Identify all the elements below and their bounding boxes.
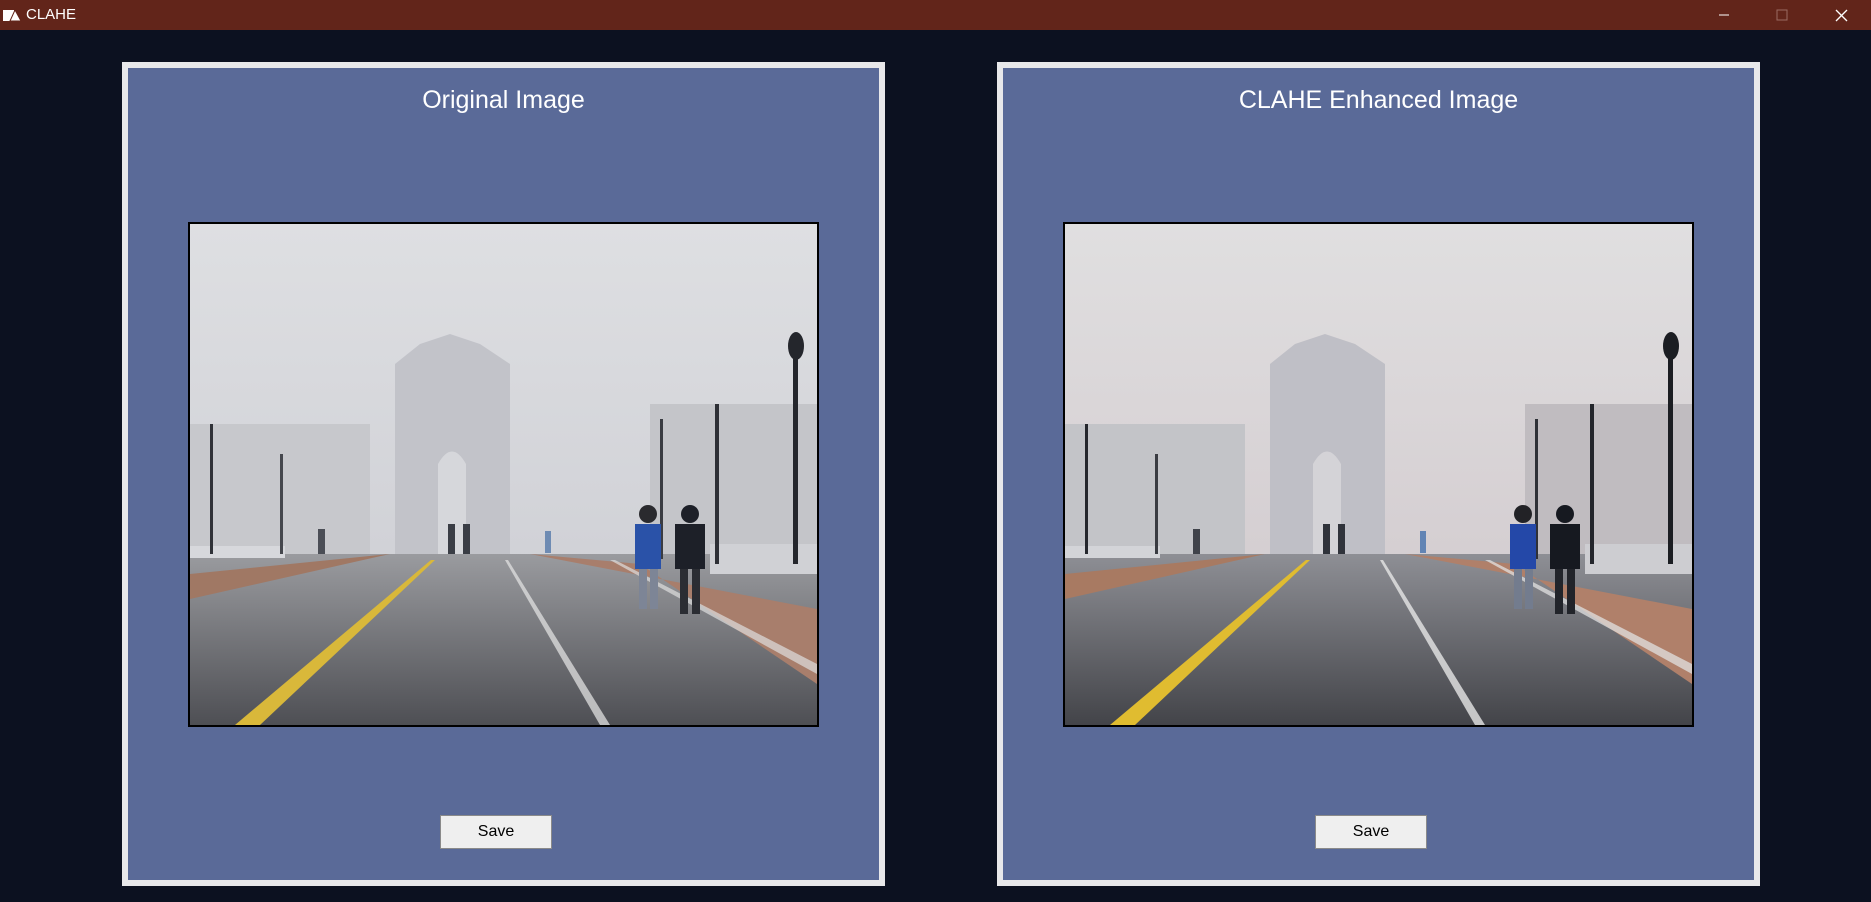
close-icon — [1835, 9, 1848, 22]
title-bar: CLAHE — [0, 0, 1871, 30]
maximize-button[interactable] — [1759, 0, 1805, 30]
minimize-button[interactable] — [1701, 0, 1747, 30]
panel-title-enhanced: CLAHE Enhanced Image — [1238, 86, 1519, 114]
enhanced-image-panel: CLAHE Enhanced Image — [997, 62, 1760, 886]
close-button[interactable] — [1818, 0, 1864, 30]
clahe-enhanced-image — [1063, 222, 1694, 727]
image-app-icon — [2, 7, 22, 23]
original-image — [188, 222, 819, 727]
original-image-panel: Original Image — [122, 62, 885, 886]
maximize-icon — [1776, 9, 1788, 21]
panel-title-original: Original Image — [422, 86, 585, 114]
window-title: CLAHE — [26, 6, 77, 23]
minimize-icon — [1718, 9, 1730, 21]
save-enhanced-button[interactable]: Save — [1315, 815, 1427, 849]
save-original-button[interactable]: Save — [440, 815, 552, 849]
